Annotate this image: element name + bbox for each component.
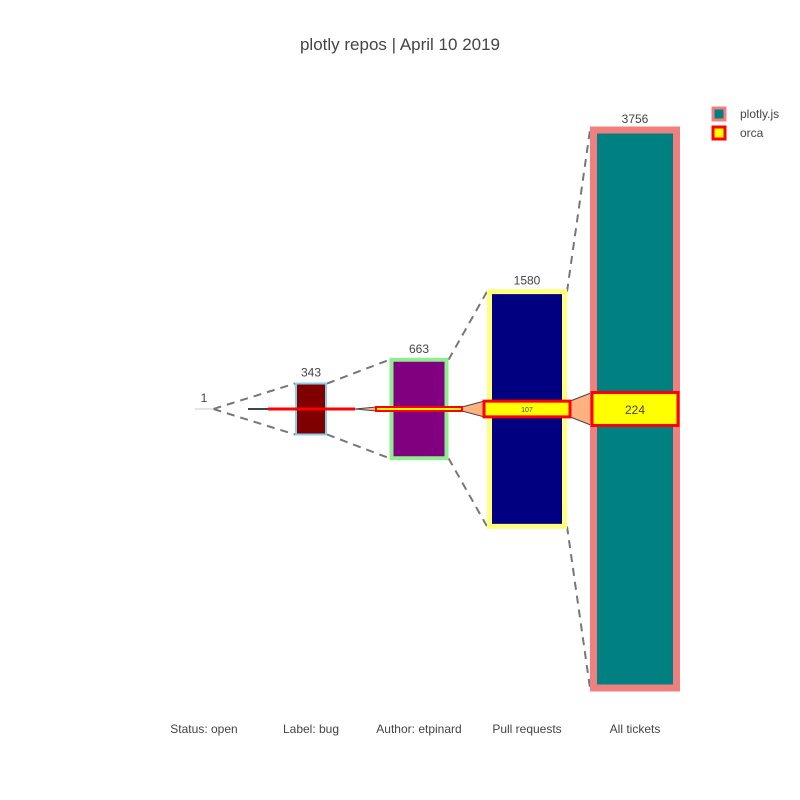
value-label-plotly-js: 1580	[514, 274, 541, 288]
chart-title: plotly repos | April 10 2019	[300, 35, 500, 54]
connector-top	[213, 382, 296, 410]
connector-orca	[461, 400, 485, 418]
bar-layer	[195, 126, 680, 692]
legend-label: plotly.js	[740, 107, 779, 121]
value-label-plotly-js: 3756	[622, 112, 649, 126]
connector-bottom	[566, 526, 591, 689]
value-label-orca: 224	[625, 403, 645, 417]
category-label: Label: bug	[283, 722, 339, 736]
category-label: Pull requests	[492, 722, 561, 736]
funnel-bar-orca	[482, 399, 572, 419]
legend[interactable]: plotly.js orca	[711, 106, 779, 141]
connector-bottom	[326, 433, 390, 460]
connector-top	[566, 129, 591, 292]
legend-swatch	[711, 106, 727, 122]
connector-bottom	[447, 457, 488, 527]
value-label-plotly-js: 663	[409, 342, 429, 356]
funnel-bar-orca	[375, 406, 463, 412]
connector-layer	[213, 129, 593, 689]
category-label: All tickets	[610, 722, 661, 736]
connector-top	[447, 291, 488, 361]
value-label-orca: 107	[521, 407, 533, 414]
category-axis: Status: open Label: bug Author: etpinard Pu…	[170, 722, 660, 736]
legend-swatch	[711, 125, 727, 141]
legend-label: orca	[740, 126, 764, 140]
connector-bottom	[213, 408, 296, 436]
connector-top	[326, 358, 390, 385]
connector-orca	[569, 391, 593, 427]
label-layer: 1 343 663 1580 3756 107 224	[201, 112, 649, 417]
connector-orca	[354, 406, 377, 412]
funnel-bar-orca	[590, 391, 680, 427]
value-label-plotly-js: 1	[201, 391, 208, 405]
value-label-plotly-js: 343	[301, 366, 321, 380]
category-label: Status: open	[170, 722, 237, 736]
category-label: Author: etpinard	[376, 722, 461, 736]
